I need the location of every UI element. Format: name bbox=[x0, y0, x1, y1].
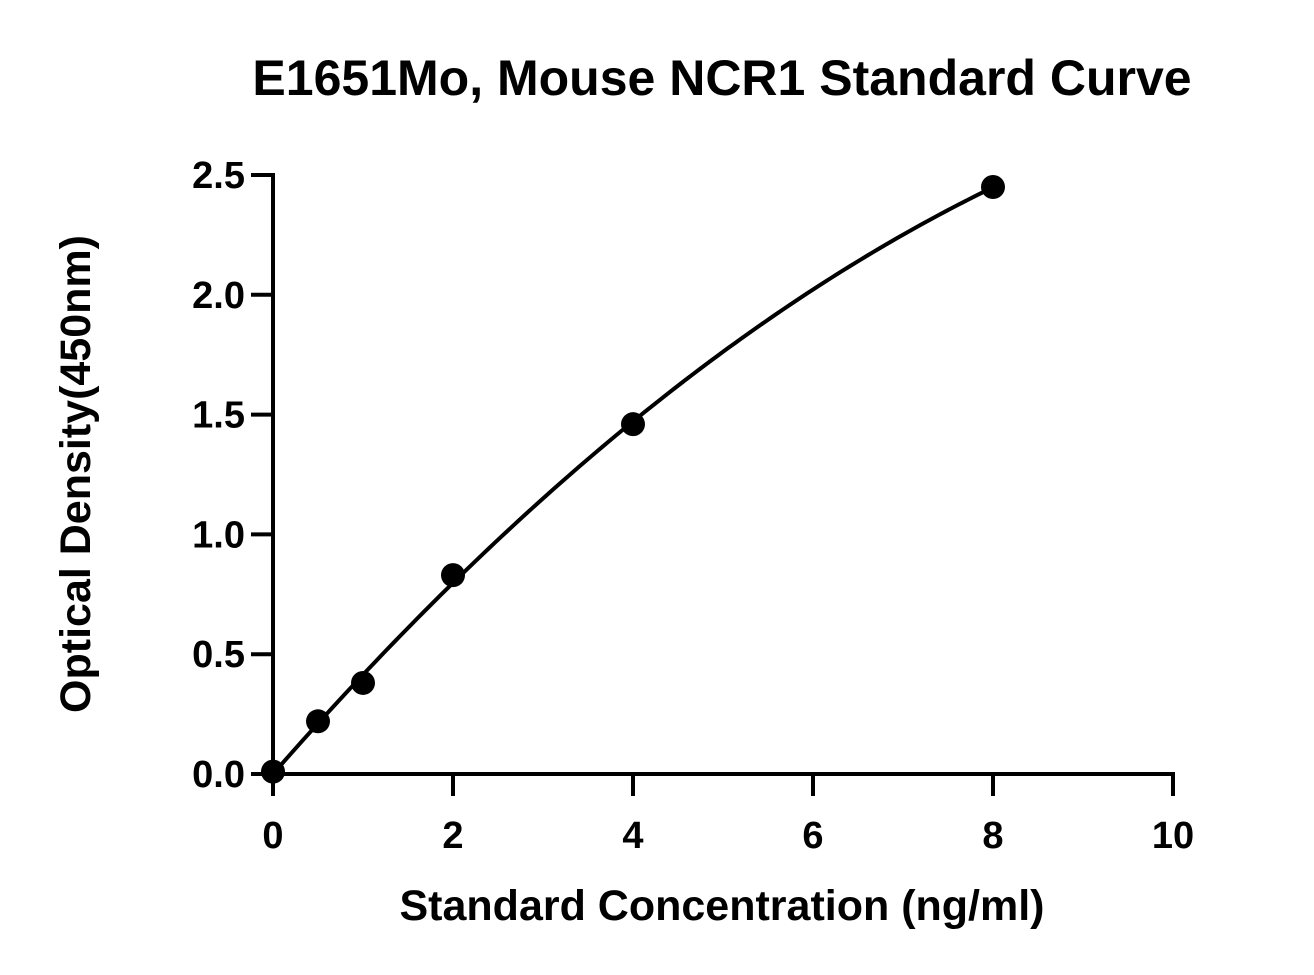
x-tick-label: 2 bbox=[442, 815, 463, 857]
data-point bbox=[441, 563, 465, 588]
data-point bbox=[981, 174, 1005, 199]
y-tick-label: 2.0 bbox=[192, 275, 245, 317]
axes bbox=[271, 173, 1175, 776]
y-tick-label: 1.5 bbox=[192, 395, 245, 437]
y-axis-ticks: 0.0 0.5 1.0 1.5 2.0 2.5 bbox=[192, 155, 273, 796]
x-tick-label: 4 bbox=[622, 815, 643, 857]
x-tick-label: 8 bbox=[982, 815, 1003, 857]
chart-title: E1651Mo, Mouse NCR1 Standard Curve bbox=[252, 50, 1191, 106]
y-axis-label: Optical Density(450nm) bbox=[52, 235, 100, 713]
x-axis-label: Standard Concentration (ng/ml) bbox=[400, 882, 1045, 930]
y-tick-label: 0.0 bbox=[192, 754, 245, 796]
fit-curve-line bbox=[271, 185, 994, 776]
data-points bbox=[261, 174, 1005, 784]
data-point bbox=[261, 759, 285, 784]
x-tick-label: 6 bbox=[802, 815, 823, 857]
data-point bbox=[351, 670, 375, 695]
x-tick-label: 0 bbox=[262, 815, 283, 857]
data-point bbox=[621, 412, 645, 437]
x-axis-ticks: 0 2 4 6 8 10 bbox=[262, 774, 1194, 857]
data-point bbox=[306, 709, 330, 734]
x-tick-label: 10 bbox=[1152, 815, 1194, 857]
y-tick-label: 1.0 bbox=[192, 514, 245, 556]
y-tick-label: 2.5 bbox=[192, 155, 245, 197]
y-tick-label: 0.5 bbox=[192, 634, 245, 676]
